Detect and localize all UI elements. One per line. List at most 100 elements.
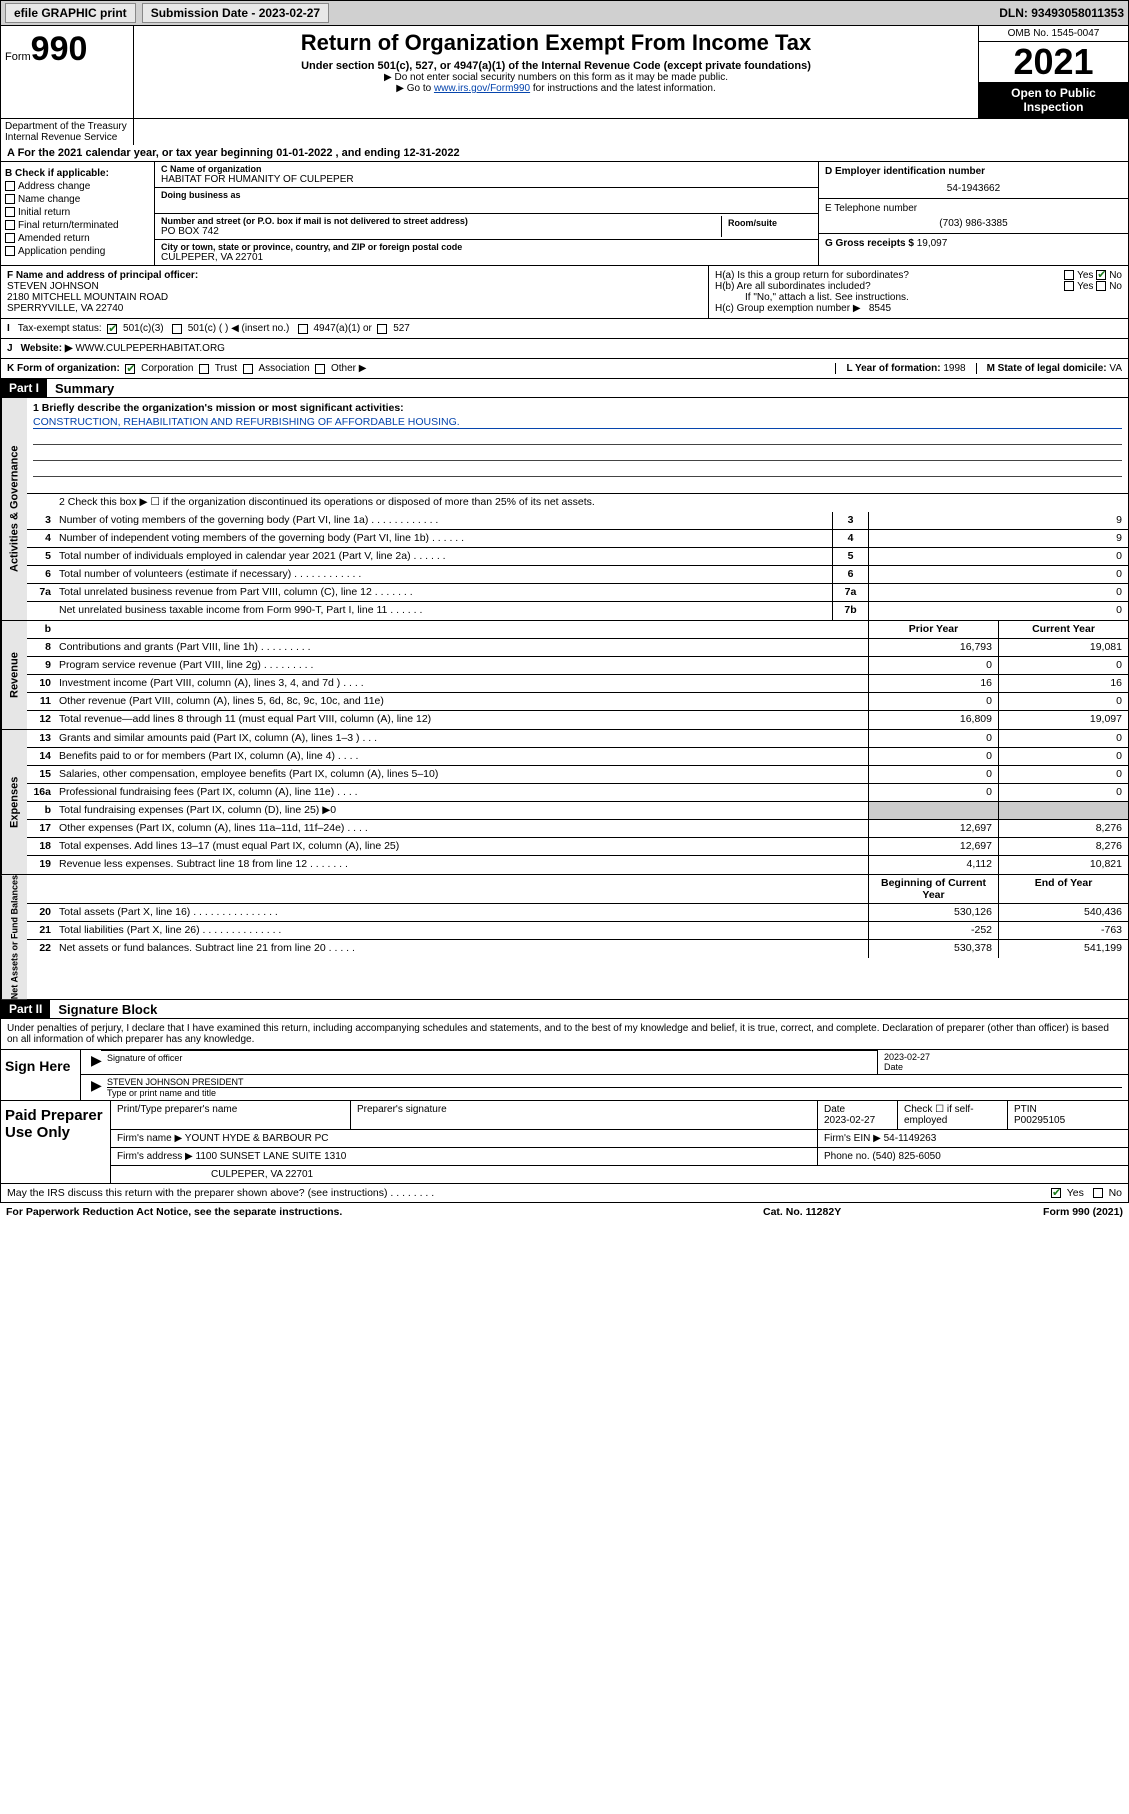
- gov-row: 4Number of independent voting members of…: [27, 530, 1128, 548]
- klm-row: K Form of organization: Corporation Trus…: [0, 359, 1129, 379]
- firm-addr: 1100 SUNSET LANE SUITE 1310: [196, 1151, 347, 1162]
- table-row: 18Total expenses. Add lines 13–17 (must …: [27, 838, 1128, 856]
- col-b-title: B Check if applicable:: [5, 168, 150, 179]
- officer-label: F Name and address of principal officer:: [7, 270, 702, 281]
- dba-label: Doing business as: [161, 190, 812, 200]
- room-label: Room/suite: [728, 218, 806, 228]
- dept-row: Department of the Treasury Internal Reve…: [0, 119, 1129, 145]
- org-name-label: C Name of organization: [161, 164, 812, 174]
- open-public-badge: Open to Public Inspection: [979, 82, 1128, 118]
- officer-name: STEVEN JOHNSON: [7, 281, 702, 292]
- chk-final-return[interactable]: Final return/terminated: [5, 220, 150, 231]
- officer-addr2: SPERRYVILLE, VA 22740: [7, 303, 702, 314]
- gov-row: 6Total number of volunteers (estimate if…: [27, 566, 1128, 584]
- identity-block: B Check if applicable: Address change Na…: [0, 162, 1129, 266]
- col-d-right: D Employer identification number 54-1943…: [818, 162, 1128, 265]
- website-row: J Website: ▶ WWW.CULPEPERHABITAT.ORG: [0, 339, 1129, 359]
- sign-here-label: Sign Here: [1, 1050, 81, 1100]
- firm-phone: (540) 825-6050: [872, 1151, 940, 1162]
- firm-name: YOUNT HYDE & BARBOUR PC: [185, 1133, 329, 1144]
- discuss-yes-check[interactable]: [1051, 1188, 1061, 1198]
- chk-527[interactable]: [377, 324, 387, 334]
- table-row: 22Net assets or fund balances. Subtract …: [27, 940, 1128, 958]
- chk-app-pending[interactable]: Application pending: [5, 246, 150, 257]
- table-row: bTotal fundraising expenses (Part IX, co…: [27, 802, 1128, 820]
- rev-hdr-b: b: [27, 621, 55, 638]
- chk-address-change[interactable]: Address change: [5, 181, 150, 192]
- k-label: K Form of organization:: [7, 363, 120, 374]
- end-year-hdr: End of Year: [998, 875, 1128, 903]
- line2-checkbox-text: 2 Check this box ▶ ☐ if the organization…: [55, 494, 1128, 512]
- part1-title: Summary: [47, 381, 114, 396]
- chk-501c3[interactable]: [107, 324, 117, 334]
- ptin-value: P00295105: [1014, 1115, 1065, 1126]
- website-value: WWW.CULPEPERHABITAT.ORG: [75, 343, 225, 354]
- prep-date: 2023-02-27: [824, 1115, 875, 1126]
- dept-treasury: Department of the Treasury Internal Reve…: [1, 119, 134, 145]
- efile-print-button[interactable]: efile GRAPHIC print: [5, 3, 136, 23]
- prior-year-hdr: Prior Year: [868, 621, 998, 638]
- table-row: 10Investment income (Part VIII, column (…: [27, 675, 1128, 693]
- chk-trust[interactable]: [199, 364, 209, 374]
- note-link-pre: ▶ Go to: [396, 83, 434, 94]
- vert-net: Net Assets or Fund Balances: [1, 875, 27, 999]
- addr-label: Number and street (or P.O. box if mail i…: [161, 216, 721, 226]
- ein-label: D Employer identification number: [825, 166, 1122, 177]
- row-a-period: A For the 2021 calendar year, or tax yea…: [0, 145, 1129, 162]
- expenses-section: Expenses 13Grants and similar amounts pa…: [0, 730, 1129, 875]
- current-year-hdr: Current Year: [998, 621, 1128, 638]
- footer-final: For Paperwork Reduction Act Notice, see …: [0, 1203, 1129, 1221]
- table-row: 13Grants and similar amounts paid (Part …: [27, 730, 1128, 748]
- mission-question: 1 Briefly describe the organization's mi…: [33, 402, 1122, 414]
- form-number-cell: Form990: [1, 26, 134, 118]
- form-title: Return of Organization Exempt From Incom…: [142, 30, 970, 56]
- form-subtitle: Under section 501(c), 527, or 4947(a)(1)…: [142, 60, 970, 72]
- paid-preparer-label: Paid Preparer Use Only: [1, 1101, 111, 1183]
- gov-row: 7aTotal unrelated business revenue from …: [27, 584, 1128, 602]
- chk-assoc[interactable]: [243, 364, 253, 374]
- chk-corp[interactable]: [125, 364, 135, 374]
- vert-governance: Activities & Governance: [1, 398, 27, 620]
- chk-initial-return[interactable]: Initial return: [5, 207, 150, 218]
- ha-no: No: [1109, 270, 1122, 281]
- part2-badge: Part II: [1, 1000, 50, 1018]
- begin-year-hdr: Beginning of Current Year: [868, 875, 998, 903]
- table-row: 11Other revenue (Part VIII, column (A), …: [27, 693, 1128, 711]
- cat-no: Cat. No. 11282Y: [763, 1206, 963, 1218]
- discuss-no-check[interactable]: [1093, 1188, 1103, 1198]
- col-c-org: C Name of organization HABITAT FOR HUMAN…: [155, 162, 818, 265]
- col-b-checkboxes: B Check if applicable: Address change Na…: [1, 162, 155, 265]
- form-ref: Form 990 (2021): [963, 1206, 1123, 1218]
- ha-yes: Yes: [1077, 270, 1093, 281]
- chk-amended[interactable]: Amended return: [5, 233, 150, 244]
- vert-revenue: Revenue: [1, 621, 27, 729]
- chk-name-change[interactable]: Name change: [5, 194, 150, 205]
- chk-4947[interactable]: [298, 324, 308, 334]
- top-bar: efile GRAPHIC print Submission Date - 20…: [0, 0, 1129, 26]
- ein-value: 54-1943662: [825, 177, 1122, 194]
- table-row: 21Total liabilities (Part X, line 26) . …: [27, 922, 1128, 940]
- year-cell: OMB No. 1545-0047 2021 Open to Public In…: [978, 26, 1128, 118]
- submission-date-button[interactable]: Submission Date - 2023-02-27: [142, 3, 329, 23]
- form-prefix: Form: [5, 51, 31, 63]
- table-row: 9Program service revenue (Part VIII, lin…: [27, 657, 1128, 675]
- chk-501c[interactable]: [172, 324, 182, 334]
- org-name: HABITAT FOR HUMANITY OF CULPEPER: [161, 174, 812, 185]
- note-ssn: ▶ Do not enter social security numbers o…: [142, 72, 970, 83]
- sig-date: 2023-02-27: [884, 1052, 930, 1062]
- irs-link[interactable]: www.irs.gov/Form990: [434, 83, 530, 94]
- gross-label: G Gross receipts $: [825, 238, 914, 249]
- prep-date-label: Date: [824, 1104, 845, 1115]
- city-label: City or town, state or province, country…: [161, 242, 812, 252]
- table-row: 15Salaries, other compensation, employee…: [27, 766, 1128, 784]
- ptin-label: PTIN: [1014, 1104, 1037, 1115]
- dln-label: DLN: 93493058011353: [999, 6, 1124, 20]
- m-label: M State of legal domicile:: [987, 363, 1107, 374]
- note-link-post: for instructions and the latest informat…: [530, 83, 716, 94]
- org-address: PO BOX 742: [161, 226, 721, 237]
- chk-other[interactable]: [315, 364, 325, 374]
- h-b-row: H(b) Are all subordinates included? Yes …: [715, 281, 1122, 292]
- self-employed-check[interactable]: Check ☐ if self-employed: [898, 1101, 1008, 1129]
- discuss-row: May the IRS discuss this return with the…: [0, 1184, 1129, 1203]
- revenue-section: Revenue b Prior Year Current Year 8Contr…: [0, 621, 1129, 730]
